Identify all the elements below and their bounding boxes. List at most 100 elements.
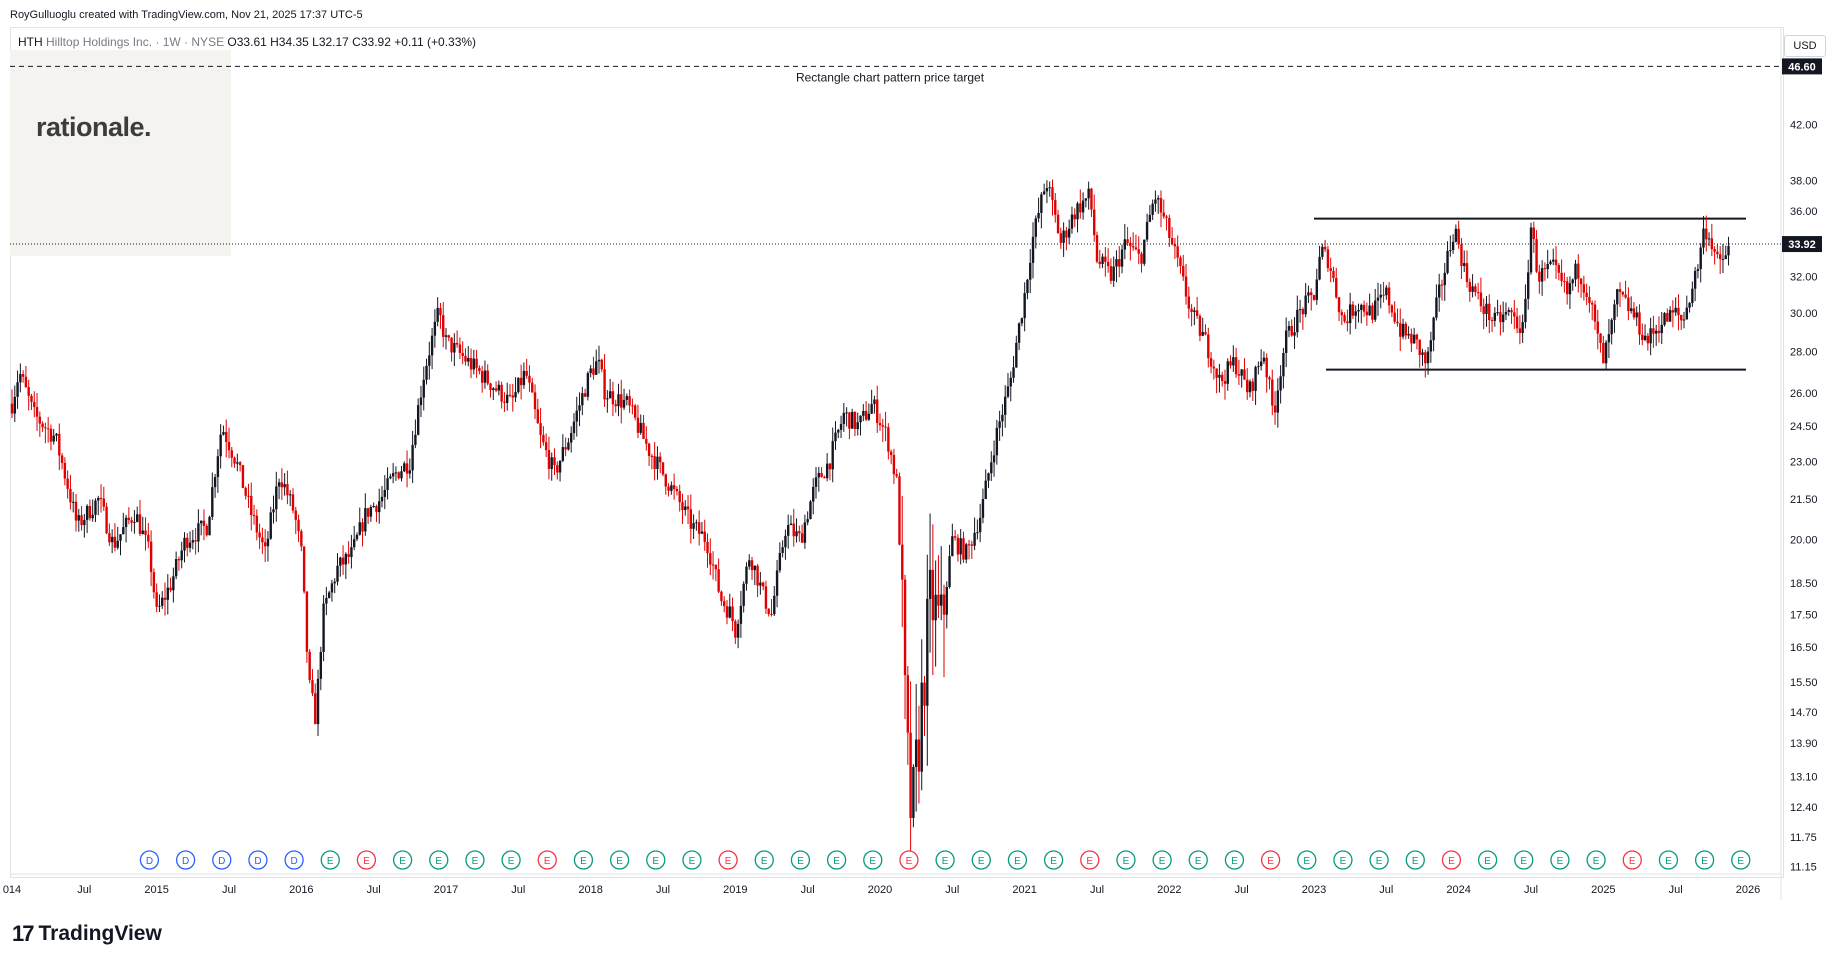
candle-body: [91, 514, 94, 519]
candle-body: [311, 680, 314, 694]
candle-body: [422, 379, 425, 398]
candle-body: [959, 538, 962, 555]
candle-body: [352, 539, 356, 548]
candle-body: [1312, 295, 1316, 300]
last-price-label: 33.92: [1788, 239, 1816, 251]
event-marker-earnings-icon: [682, 850, 702, 870]
candle-body: [361, 522, 364, 532]
candle-body: [544, 442, 548, 451]
candle-body: [631, 405, 634, 407]
candle-body: [703, 531, 706, 542]
candle-body: [141, 530, 144, 534]
candle-body: [550, 457, 553, 469]
event-marker-letter: E: [399, 856, 406, 867]
y-tick-label: 26.00: [1790, 388, 1818, 400]
candle-body: [21, 374, 25, 377]
event-marker-letter: E: [1050, 856, 1057, 867]
candle-body: [962, 538, 965, 560]
event-marker-earnings-icon: [1224, 850, 1245, 870]
candle-body: [1379, 294, 1382, 298]
candle-body: [817, 472, 820, 478]
event-marker-earnings-icon: [1622, 850, 1642, 870]
candle-body: [650, 455, 654, 457]
candle-body: [764, 586, 768, 609]
candle-body: [503, 401, 506, 403]
candle-body: [138, 514, 142, 534]
candle-body: [575, 410, 578, 422]
candle-body: [314, 693, 317, 725]
candle-body: [46, 428, 50, 430]
candle-body: [489, 383, 492, 391]
candle-body: [1193, 310, 1196, 312]
candle-body: [1621, 291, 1625, 295]
event-marker-earnings-icon: [863, 850, 883, 870]
candle-body: [1362, 304, 1366, 312]
candle-body: [386, 478, 389, 490]
x-tick-label: 2018: [578, 884, 602, 896]
candle-body: [1051, 187, 1054, 201]
candle-body: [887, 427, 890, 452]
event-marker-letter: D: [218, 856, 225, 867]
candle-body: [1599, 333, 1602, 344]
candle-body: [739, 605, 743, 624]
candle-body: [1593, 304, 1597, 322]
candle-body: [1407, 333, 1410, 336]
event-marker-letter: E: [761, 856, 768, 867]
candle-body: [636, 417, 640, 433]
candle-body: [69, 488, 72, 503]
candle-body: [1006, 386, 1010, 397]
candle-body: [1499, 312, 1502, 323]
candle-body: [378, 501, 381, 513]
candle-body: [731, 606, 734, 622]
candle-body: [689, 509, 693, 529]
candle-body: [912, 766, 915, 818]
candle-body: [63, 462, 67, 479]
candle-body: [372, 506, 375, 508]
candle-body: [1084, 198, 1088, 201]
event-marker-letter: E: [435, 856, 442, 867]
candle-body: [336, 565, 339, 582]
candle-body: [761, 582, 765, 587]
event-marker-letter: E: [1014, 856, 1021, 867]
candle-body: [697, 522, 701, 534]
candle-body: [1112, 266, 1115, 281]
candle-body: [1101, 256, 1104, 264]
event-marker-dividend-icon: [212, 850, 232, 870]
candle-body: [1023, 293, 1026, 319]
tradingview-brand[interactable]: 17 TradingView: [12, 921, 162, 947]
candle-body: [113, 536, 117, 548]
candle-body: [155, 592, 158, 607]
candle-body: [786, 525, 790, 536]
candle-body: [1248, 381, 1252, 393]
event-marker-earnings-icon: [935, 850, 955, 870]
event-marker-letter: E: [652, 856, 659, 867]
candle-body: [444, 335, 448, 337]
candle-body: [1098, 261, 1101, 264]
candle-body: [174, 559, 178, 577]
candle-body: [1148, 214, 1152, 222]
candle-body: [1360, 304, 1363, 310]
candle-body: [1137, 249, 1140, 254]
candle-body: [809, 501, 812, 520]
event-marker-letter: E: [942, 856, 949, 867]
candle-body: [1507, 310, 1510, 312]
candle-body: [52, 435, 55, 442]
candle-body: [391, 473, 395, 477]
y-tick-label: 18.50: [1790, 578, 1818, 590]
candle-body: [920, 682, 923, 772]
candle-body: [1668, 310, 1672, 322]
candle-body: [1140, 253, 1143, 264]
candle-body: [1371, 305, 1374, 320]
candle-body: [639, 422, 642, 433]
y-tick-label: 16.50: [1790, 642, 1818, 654]
candle-body: [1521, 322, 1524, 333]
candle-body: [222, 432, 225, 435]
candle-body: [1090, 188, 1093, 210]
candle-body: [244, 487, 247, 496]
currency-button[interactable]: USD: [1784, 35, 1826, 57]
candle-body: [72, 501, 75, 503]
candle-body: [1301, 309, 1305, 315]
candle-body: [1663, 313, 1666, 325]
candle-body: [408, 470, 412, 474]
